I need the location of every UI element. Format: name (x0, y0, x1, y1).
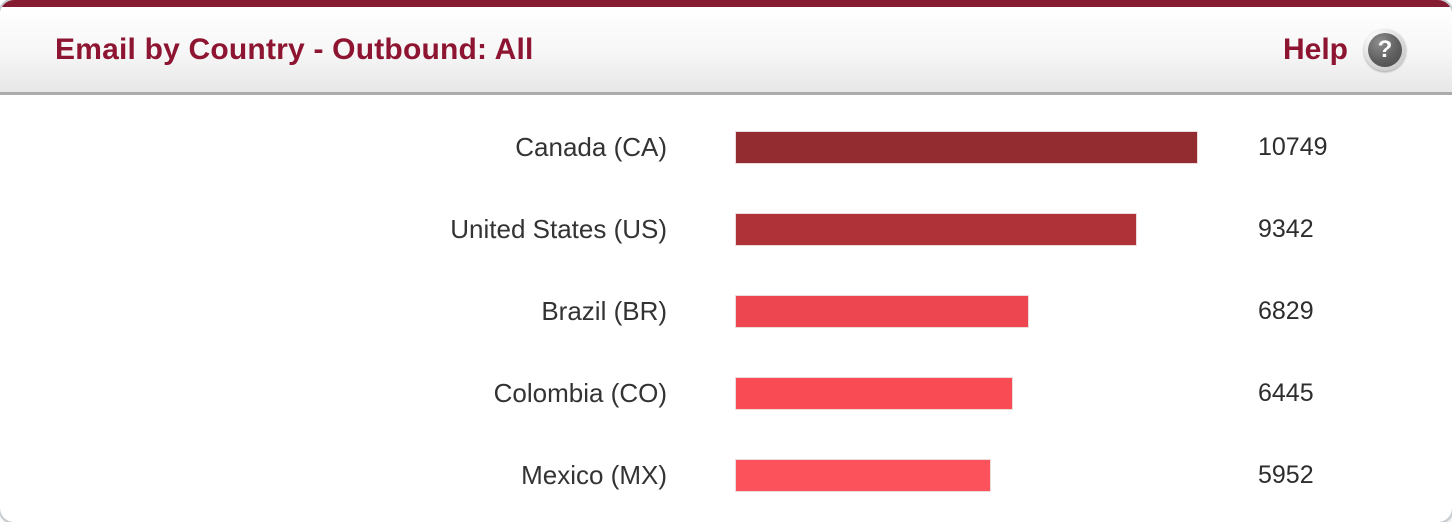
bar-track (735, 294, 1198, 328)
bar[interactable] (735, 458, 992, 492)
chart-row: Brazil (BR) 6829 (0, 270, 1452, 352)
chart-row: Mexico (MX) 5952 (0, 434, 1452, 516)
chart-row: Colombia (CO) 6445 (0, 352, 1452, 434)
help-link[interactable]: Help (1282, 32, 1348, 66)
bar-track (735, 376, 1198, 410)
widget-title: Email by Country - Outbound: All (55, 32, 534, 66)
category-label: United States (US) (450, 213, 667, 244)
bar[interactable] (735, 212, 1138, 246)
bar[interactable] (735, 130, 1198, 164)
bar-chart: Canada (CA) 10749 United States (US) 9342 Br… (0, 95, 1452, 516)
bar[interactable] (735, 294, 1030, 328)
chart-rows: Canada (CA) 10749 United States (US) 9342 Br… (0, 106, 1452, 516)
chart-row: United States (US) 9342 (0, 188, 1452, 270)
bar[interactable] (735, 376, 1013, 410)
chart-row: Canada (CA) 10749 (0, 106, 1452, 188)
category-label: Canada (CA) (515, 131, 667, 162)
value-label: 6445 (1258, 378, 1314, 407)
panel-top-accent-strip (0, 0, 1452, 7)
header-actions: Help ? (1282, 28, 1406, 71)
bar-track (735, 130, 1198, 164)
question-mark-glyph: ? (1368, 32, 1402, 67)
category-label: Brazil (BR) (541, 295, 667, 326)
category-label: Colombia (CO) (493, 377, 667, 408)
help-question-icon[interactable]: ? (1364, 28, 1406, 71)
value-label: 6829 (1258, 296, 1314, 325)
category-label: Mexico (MX) (521, 459, 667, 490)
bar-track (735, 458, 1198, 492)
bar-track (735, 212, 1198, 246)
value-label: 5952 (1258, 460, 1314, 489)
value-label: 9342 (1258, 214, 1314, 243)
value-label: 10749 (1258, 132, 1328, 161)
widget-header: Email by Country - Outbound: All Help ? (0, 7, 1452, 95)
